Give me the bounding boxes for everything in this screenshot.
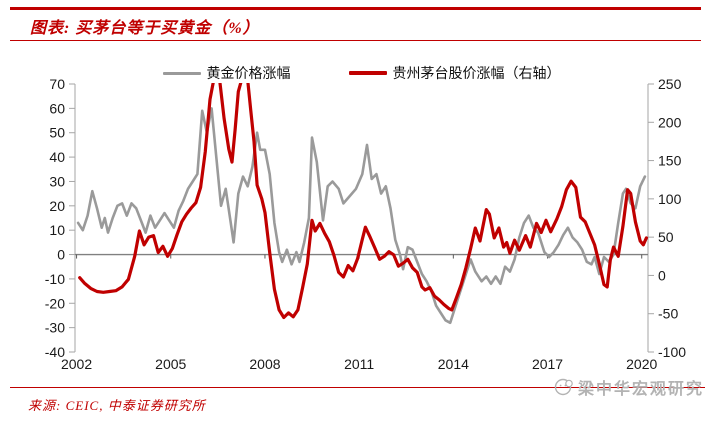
right-axis-label: 100 xyxy=(658,191,682,207)
moutai-price-line-series xyxy=(78,83,649,320)
x-axis-label: 2017 xyxy=(532,356,563,372)
legend-label-gold: 黄金价格涨幅 xyxy=(206,67,291,82)
legend-item-moutai: 贵州茅台股价涨幅（右轴） xyxy=(348,63,561,83)
x-axis-label: 2002 xyxy=(61,356,92,372)
legend-item-gold: 黄金价格涨幅 xyxy=(162,63,291,83)
legend-label-moutai: 贵州茅台股价涨幅（右轴） xyxy=(392,67,561,82)
left-axis-label: -30 xyxy=(45,320,65,336)
right-axis-label: 200 xyxy=(658,114,682,130)
x-axis-label: 2020 xyxy=(626,356,657,372)
right-axis-label: 250 xyxy=(658,76,682,92)
right-axis-label: -50 xyxy=(658,306,678,322)
left-axis-label: 50 xyxy=(49,125,65,141)
gold-line-swatch-icon xyxy=(162,71,201,75)
right-axis-label: 0 xyxy=(658,267,666,283)
source-note: 来源: CEIC, 中泰证券研究所 xyxy=(28,398,206,413)
right-axis-label: 50 xyxy=(658,229,674,245)
left-axis-label: 30 xyxy=(49,173,65,189)
left-axis-label: 10 xyxy=(49,222,65,238)
left-axis-label: 0 xyxy=(57,247,65,263)
gold-price-line-series xyxy=(76,107,647,325)
watermark-logo-icon xyxy=(554,378,573,396)
footer-rule xyxy=(10,387,705,388)
x-axis-label: 2014 xyxy=(438,356,469,372)
left-axis-label: -10 xyxy=(45,271,65,287)
x-axis-label: 2008 xyxy=(249,356,280,372)
left-axis-label: 60 xyxy=(49,100,65,116)
moutai-line-swatch-icon xyxy=(348,71,387,75)
left-axis-label: 20 xyxy=(49,198,65,214)
left-axis-label: 40 xyxy=(49,149,65,165)
watermark: 梁中华宏观研究 xyxy=(553,375,704,399)
left-axis-label: -40 xyxy=(45,344,65,360)
x-axis-label: 2011 xyxy=(344,356,374,372)
watermark-text: 梁中华宏观研究 xyxy=(577,381,704,398)
header-top-rule xyxy=(10,7,701,10)
header-underline xyxy=(10,40,701,41)
left-axis-label: -20 xyxy=(45,295,65,311)
left-axis-label: 70 xyxy=(49,76,65,92)
right-axis-label: 150 xyxy=(658,153,682,169)
chart-legend: 黄金价格涨幅 贵州茅台股价涨幅（右轴） xyxy=(75,62,648,84)
page-title: 图表: 买茅台等于买黄金（%） xyxy=(30,20,260,37)
x-axis-label: 2005 xyxy=(155,356,186,372)
right-axis-label: -100 xyxy=(658,344,686,360)
